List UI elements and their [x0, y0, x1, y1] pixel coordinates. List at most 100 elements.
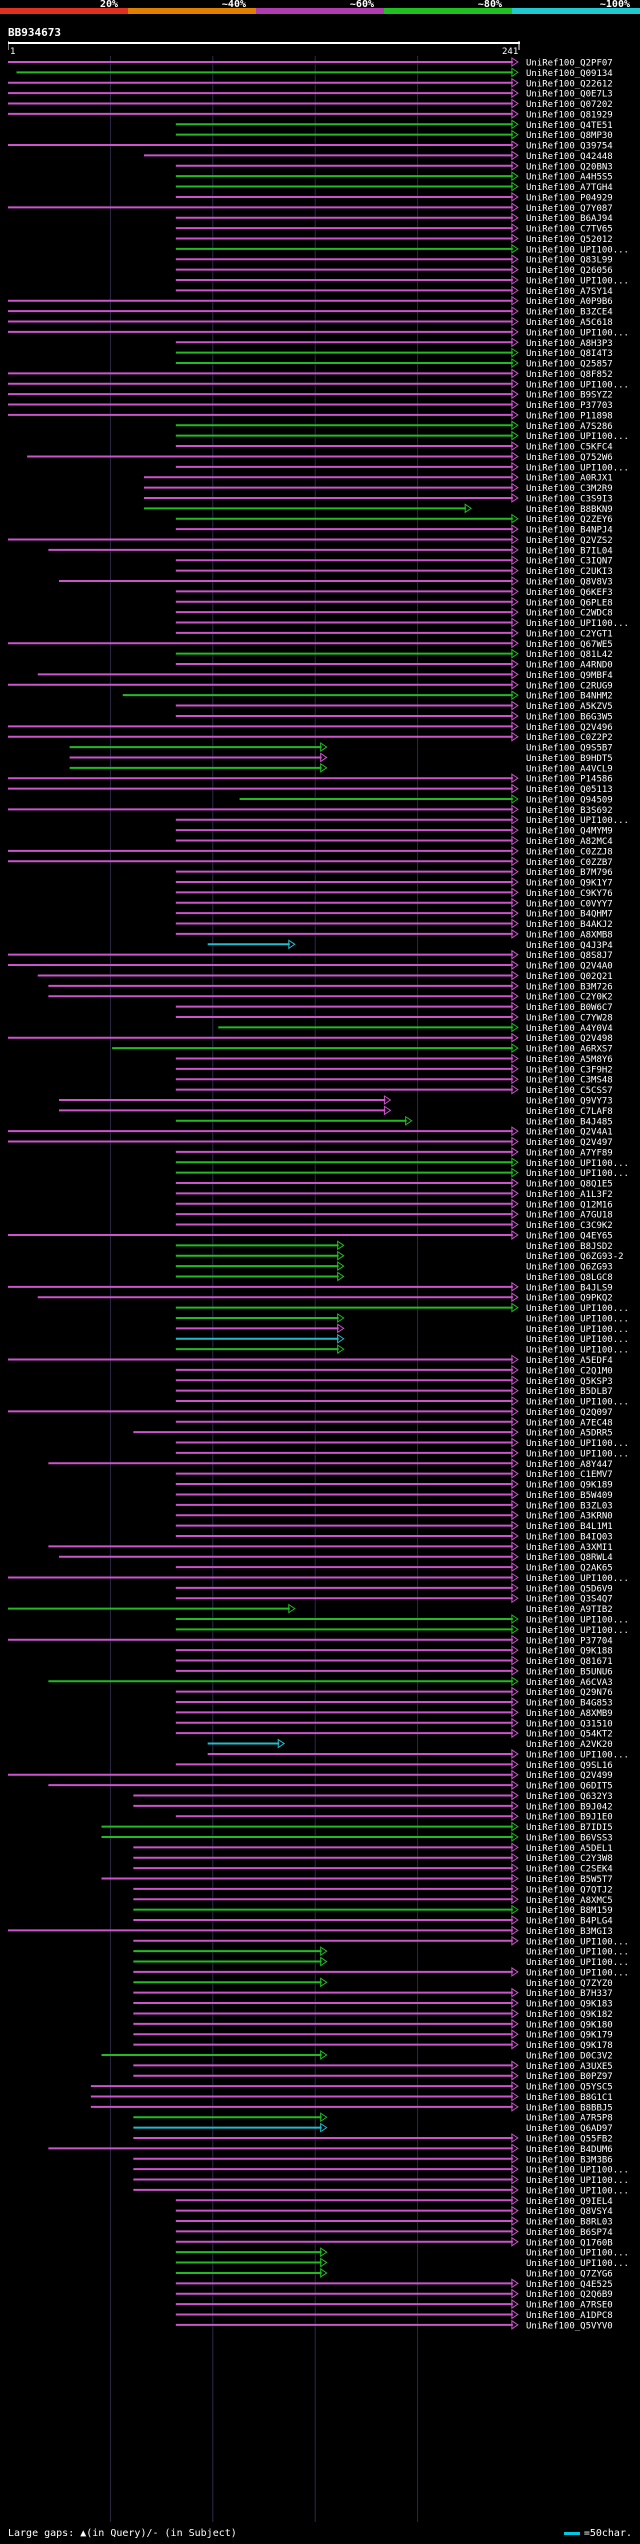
hit-row: UniRef100_B5DLB7: [175, 1385, 613, 1397]
hit-label: UniRef100_A4RND0: [526, 661, 613, 671]
hit-row: UniRef100_Q8Q1E5: [175, 1178, 613, 1190]
hit-label: UniRef100_B4JLS9: [526, 1283, 613, 1293]
hit-label: UniRef100_B3MGI3: [526, 1927, 613, 1937]
hit-label: UniRef100_C3M2R9: [526, 484, 613, 494]
hit-row: UniRef100_UPI100...: [175, 1157, 629, 1169]
hit-row: UniRef100_Q9SL16: [175, 1759, 613, 1771]
hit-arrow: [511, 1354, 519, 1365]
hit-arrow: [511, 1292, 519, 1303]
hit-row: UniRef100_C2Y0K2: [48, 991, 613, 1003]
hit-label: UniRef100_UPI100...: [526, 1449, 629, 1459]
hit-arrow: [511, 648, 519, 659]
hit-row: UniRef100_Q9K189: [175, 1479, 613, 1491]
hit-label: UniRef100_UPI100...: [526, 1304, 629, 1314]
hit-row: UniRef100_B3M3B6: [133, 2153, 613, 2165]
hit-row: UniRef100_B4IQ03: [175, 1531, 613, 1542]
hit-label: UniRef100_A7R5P8: [526, 2114, 613, 2124]
hit-label: UniRef100_UPI100...: [526, 1439, 629, 1449]
hit-arrow: [511, 420, 519, 431]
hit-label: UniRef100_UPI100...: [526, 1958, 629, 1968]
hit-arrow: [511, 1084, 519, 1095]
hit-row: UniRef100_A7SY14: [175, 285, 613, 297]
hit-arrow: [511, 451, 519, 462]
hit-label: UniRef100_Q6ZG93-2: [526, 1252, 624, 1262]
hit-arrow: [511, 1832, 519, 1842]
hit-row: UniRef100_A1L3F2: [175, 1188, 613, 1200]
hit-row: UniRef100_Q9VY73: [58, 1095, 613, 1107]
hit-label: UniRef100_UPI100...: [526, 1398, 629, 1408]
hit-label: UniRef100_A82MC4: [526, 837, 613, 847]
hit-arrow: [511, 2143, 519, 2154]
scale-segment: [256, 8, 384, 14]
hit-row: UniRef100_C2RUG9: [8, 679, 613, 691]
hit-row: UniRef100_UPI100...: [175, 1344, 629, 1356]
hit-label: UniRef100_A8XMB8: [526, 930, 613, 940]
hit-row: UniRef100_B3MGI3: [8, 1925, 613, 1937]
hit-row: UniRef100_Q9K178: [133, 2039, 613, 2051]
hit-row: UniRef100_B8BBJ5: [90, 2101, 613, 2113]
hit-arrow: [511, 1157, 519, 1168]
hit-label: UniRef100_Q67WE5: [526, 640, 613, 650]
hit-label: UniRef100_Q29N76: [526, 1688, 613, 1698]
hit-arrow: [511, 1302, 519, 1313]
hit-arrow: [511, 1489, 519, 1500]
hit-arrow: [383, 1105, 392, 1116]
hit-label: UniRef100_B4J485: [526, 1117, 613, 1127]
hit-row: UniRef100_Q2V4A0: [8, 960, 613, 972]
hit-row: UniRef100_Q67WE5: [8, 638, 613, 650]
hit-arrow: [511, 1032, 519, 1043]
hit-row: UniRef100_UPI100...: [175, 430, 629, 442]
hit-arrow: [511, 960, 519, 970]
hit-arrow: [511, 877, 519, 887]
hit-row: UniRef100_Q52012: [175, 233, 613, 245]
hit-label: UniRef100_A5M8Y6: [526, 1055, 613, 1065]
hit-arrow: [511, 316, 519, 327]
hit-label: UniRef100_UPI100...: [526, 380, 629, 390]
legend-char-scale: =50char.: [563, 2528, 632, 2539]
hit-row: UniRef100_A3UXE5: [133, 2060, 613, 2072]
scale-segment: [128, 8, 256, 14]
hit-arrow: [511, 1842, 519, 1853]
hit-label: UniRef100_Q42448: [526, 152, 613, 162]
hit-row: UniRef100_Q9K183: [133, 1998, 613, 2010]
hit-label: UniRef100_A5EDF4: [526, 1356, 613, 1366]
hit-arrow: [511, 1188, 519, 1199]
hit-row: UniRef100_B4AKJ2: [175, 918, 613, 930]
hit-arrow: [511, 856, 519, 867]
hit-row: UniRef100_C3S9I3: [143, 493, 613, 504]
hit-row: UniRef100_B8G1C1: [90, 2091, 613, 2103]
hit-label: UniRef100_B8JSD2: [526, 1242, 613, 1252]
hit-row: UniRef100_Q8F852: [8, 368, 613, 380]
hit-row: UniRef100_B5W409: [175, 1489, 613, 1501]
hit-arrow: [320, 2112, 328, 2123]
hit-row: UniRef100_Q6DIT5: [48, 1780, 613, 1792]
hit-row: UniRef100_Q54KT2: [175, 1728, 613, 1740]
hit-arrow: [511, 275, 519, 285]
hit-arrow: [511, 77, 519, 88]
hit-arrow: [511, 638, 519, 649]
hit-row: UniRef100_C3IQN7: [175, 555, 613, 567]
hit-arrow: [511, 1499, 519, 1510]
hit-arrow: [511, 368, 519, 379]
hit-label: UniRef100_Q1760B: [526, 2238, 613, 2248]
hit-label: UniRef100_Q52012: [526, 235, 613, 245]
ruler-end-label: 241: [502, 47, 518, 56]
hit-arrow: [511, 1012, 519, 1022]
query-id: BB934673: [8, 26, 61, 39]
hit-label: UniRef100_A3UXE5: [526, 2062, 613, 2072]
hit-row: UniRef100_Q7QTJ2: [133, 1883, 613, 1895]
hit-arrow: [511, 1281, 519, 1292]
hit-row: UniRef100_B5W5T7: [101, 1873, 613, 1885]
hit-label: UniRef100_C2Q1M0: [526, 1366, 613, 1376]
hit-row: UniRef100_UPI100...: [175, 1323, 629, 1335]
hit-row: UniRef100_A4H5S5: [175, 171, 613, 183]
hit-label: UniRef100_A7GU18: [526, 1211, 613, 1221]
hit-label: UniRef100_A3XMI1: [526, 1543, 613, 1553]
hit-row: UniRef100_A8XMB8: [175, 928, 613, 940]
hit-label: UniRef100_Q39754: [526, 142, 613, 152]
hit-row: UniRef100_UPI100...: [175, 617, 629, 629]
hit-arrow: [511, 1915, 519, 1925]
hit-label: UniRef100_B5DLB7: [526, 1387, 613, 1397]
hit-label: UniRef100_Q20BN3: [526, 162, 613, 172]
hit-arrow: [511, 1219, 519, 1230]
